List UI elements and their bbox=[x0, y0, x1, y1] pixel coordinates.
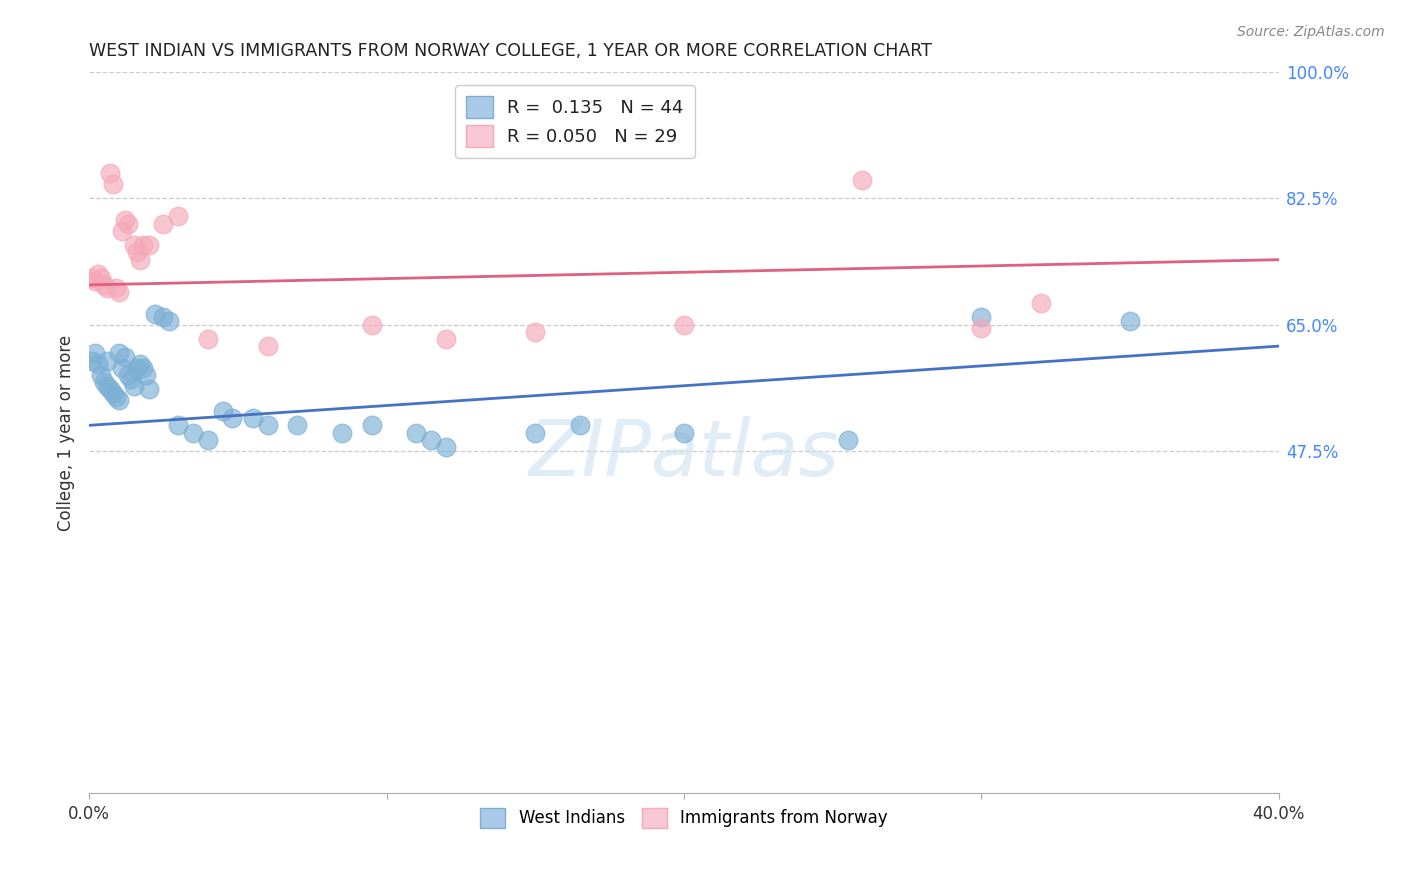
Point bbox=[101, 177, 124, 191]
Point bbox=[360, 418, 382, 433]
Point bbox=[84, 346, 107, 360]
Point bbox=[98, 166, 121, 180]
Point bbox=[108, 346, 131, 360]
Point bbox=[420, 433, 443, 447]
Point bbox=[851, 173, 873, 187]
Point bbox=[152, 217, 174, 231]
Point bbox=[672, 318, 695, 332]
Point bbox=[360, 318, 382, 332]
Point bbox=[256, 339, 278, 353]
Point bbox=[128, 357, 150, 371]
Point bbox=[157, 314, 180, 328]
Point bbox=[125, 245, 148, 260]
Point bbox=[84, 274, 107, 288]
Point bbox=[197, 332, 219, 346]
Point bbox=[101, 386, 124, 401]
Point bbox=[138, 238, 160, 252]
Point bbox=[138, 382, 160, 396]
Point bbox=[122, 378, 145, 392]
Point bbox=[80, 353, 103, 368]
Point bbox=[405, 425, 427, 440]
Point bbox=[108, 285, 131, 299]
Point bbox=[167, 418, 190, 433]
Point bbox=[90, 368, 112, 382]
Point bbox=[87, 267, 110, 281]
Point bbox=[93, 277, 115, 292]
Point bbox=[90, 270, 112, 285]
Point bbox=[256, 418, 278, 433]
Point bbox=[104, 390, 127, 404]
Point bbox=[87, 357, 110, 371]
Point bbox=[970, 321, 993, 335]
Y-axis label: College, 1 year or more: College, 1 year or more bbox=[58, 334, 75, 531]
Point bbox=[434, 332, 457, 346]
Point bbox=[1029, 296, 1052, 310]
Text: WEST INDIAN VS IMMIGRANTS FROM NORWAY COLLEGE, 1 YEAR OR MORE CORRELATION CHART: WEST INDIAN VS IMMIGRANTS FROM NORWAY CO… bbox=[89, 42, 932, 60]
Point bbox=[837, 433, 859, 447]
Point bbox=[330, 425, 353, 440]
Point bbox=[111, 360, 134, 375]
Point bbox=[80, 270, 103, 285]
Point bbox=[96, 281, 118, 295]
Point bbox=[131, 238, 153, 252]
Text: Source: ZipAtlas.com: Source: ZipAtlas.com bbox=[1237, 25, 1385, 39]
Point bbox=[117, 217, 139, 231]
Point bbox=[212, 404, 235, 418]
Point bbox=[143, 307, 166, 321]
Point bbox=[128, 252, 150, 267]
Point bbox=[104, 281, 127, 295]
Point bbox=[197, 433, 219, 447]
Point bbox=[135, 368, 157, 382]
Point bbox=[524, 325, 547, 339]
Point bbox=[568, 418, 591, 433]
Point bbox=[221, 411, 243, 425]
Point bbox=[131, 360, 153, 375]
Point bbox=[524, 425, 547, 440]
Point bbox=[96, 378, 118, 392]
Point bbox=[108, 393, 131, 408]
Point bbox=[167, 210, 190, 224]
Point bbox=[122, 238, 145, 252]
Point bbox=[1119, 314, 1142, 328]
Point bbox=[114, 213, 136, 227]
Point bbox=[96, 353, 118, 368]
Point bbox=[181, 425, 204, 440]
Point bbox=[93, 375, 115, 389]
Point bbox=[117, 368, 139, 382]
Point bbox=[970, 310, 993, 325]
Point bbox=[120, 371, 142, 385]
Point bbox=[285, 418, 308, 433]
Point bbox=[434, 440, 457, 454]
Point bbox=[111, 224, 134, 238]
Text: ZIPatlas: ZIPatlas bbox=[529, 417, 839, 492]
Point bbox=[672, 425, 695, 440]
Point bbox=[98, 382, 121, 396]
Point bbox=[242, 411, 264, 425]
Point bbox=[125, 360, 148, 375]
Point bbox=[152, 310, 174, 325]
Legend: West Indians, Immigrants from Norway: West Indians, Immigrants from Norway bbox=[474, 801, 894, 835]
Point bbox=[114, 350, 136, 364]
